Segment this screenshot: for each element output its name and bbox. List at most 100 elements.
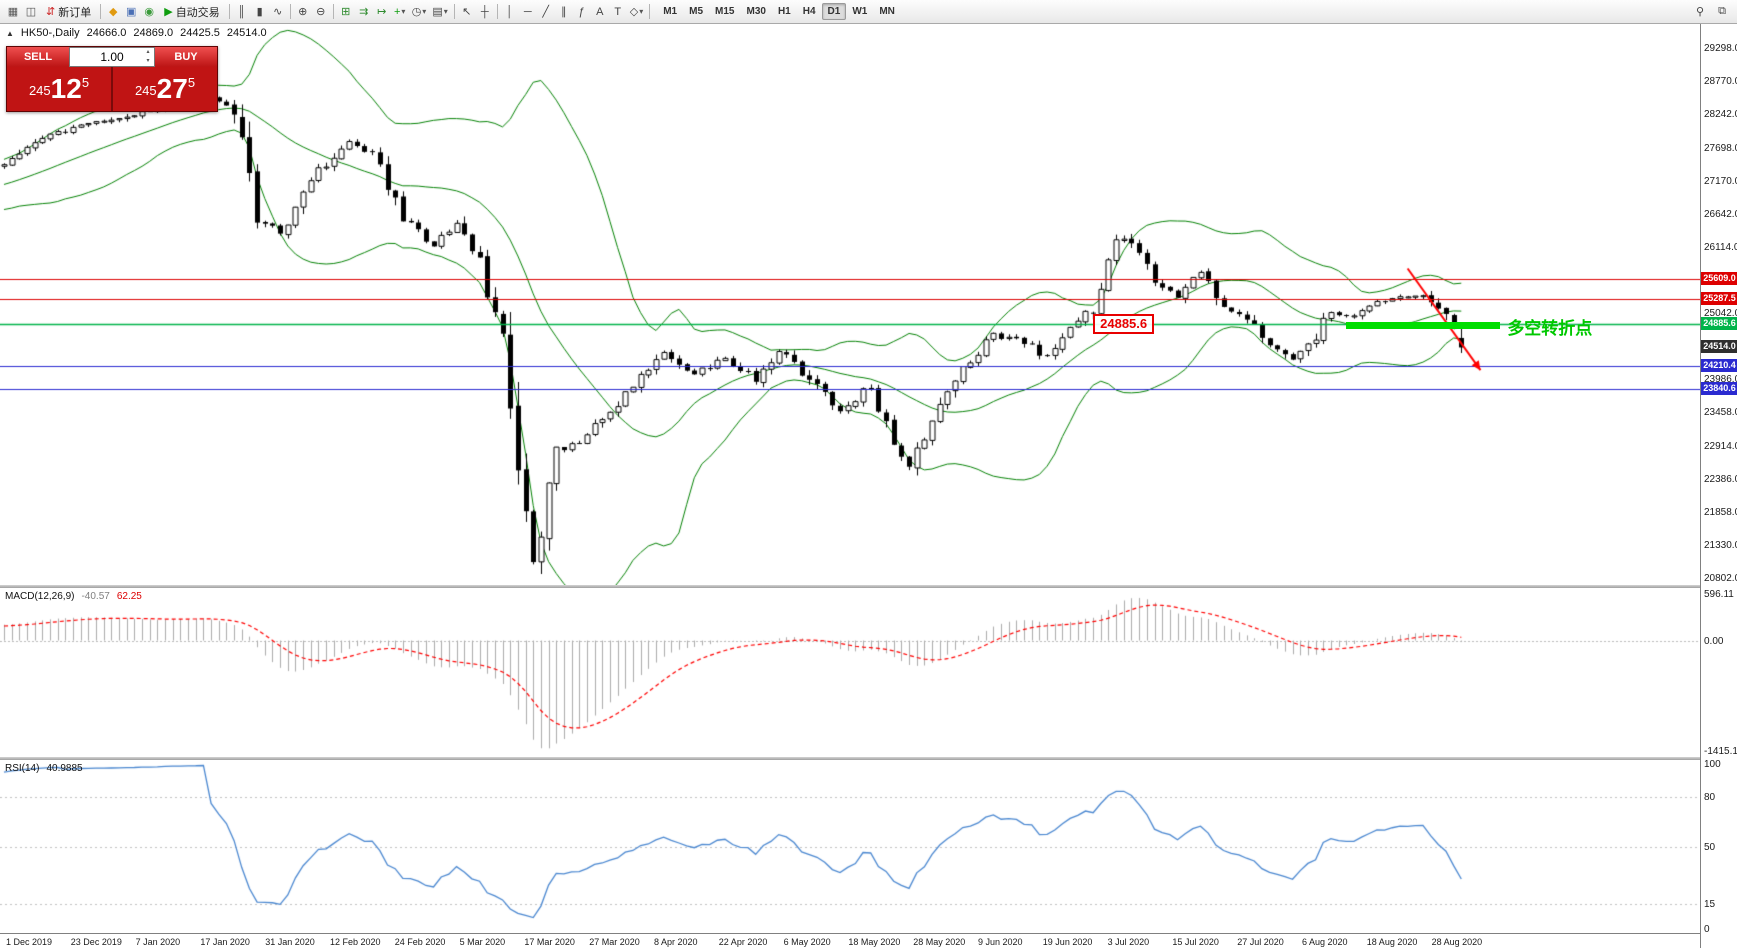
vertical-line-icon[interactable]: │	[501, 3, 519, 21]
buy-price[interactable]: 245 27 5	[113, 67, 217, 111]
time-axis-label: 6 May 2020	[783, 937, 831, 947]
time-axis-label: 18 May 2020	[848, 937, 901, 947]
timeframe-m15[interactable]: M15	[715, 6, 735, 17]
windows-icon[interactable]: ⧉	[1718, 4, 1726, 17]
new-chart-icon: ▦	[7, 6, 19, 18]
time-axis-label: 19 Jun 2020	[1042, 937, 1093, 947]
dropdown-caret-icon: ▾	[401, 7, 406, 16]
main-chart-canvas[interactable]	[0, 24, 1700, 585]
zoom-out-icon[interactable]: ⊖	[312, 3, 330, 21]
templates-button[interactable]: ▤ ▾	[429, 3, 450, 21]
text-icon: A	[596, 5, 604, 18]
time-axis-label: 9 Jun 2020	[978, 937, 1023, 947]
macd-panel-canvas[interactable]	[0, 588, 1700, 757]
price-axis[interactable]: 29298.0 28770.0 28242.0 27698.0 27170.0 26642…	[1700, 24, 1737, 948]
community-icon[interactable]: ◉	[140, 3, 158, 21]
new-chart-icon[interactable]: ▦	[4, 3, 22, 21]
templates-icon: ▤	[432, 6, 443, 18]
time-axis-label: 18 Aug 2020	[1366, 937, 1418, 947]
toolbar-separator	[496, 4, 498, 19]
autotrading-button[interactable]: ▶ 自动交易	[158, 3, 225, 21]
label-icon[interactable]: T	[609, 3, 627, 21]
sell-price-big: 12	[50, 73, 82, 104]
toolbar-separator	[453, 4, 455, 19]
timeframe-h4[interactable]: H4	[802, 6, 816, 17]
horizontal-line-icon[interactable]: ─	[519, 3, 537, 21]
timeframe-h1[interactable]: H1	[777, 6, 791, 17]
panel-separator[interactable]	[0, 757, 1737, 760]
new-order-icon: ⇵	[46, 6, 56, 18]
vertical-line-icon: │	[506, 5, 514, 18]
periods-button[interactable]: ◷ ▾	[409, 3, 430, 21]
volume-down-icon[interactable]: ▾	[146, 58, 150, 64]
volume-input[interactable]: 1.00 ▴ ▾	[69, 47, 155, 67]
toolbar-separator	[649, 4, 651, 19]
shapes-button[interactable]: ◇ ▾	[627, 3, 646, 21]
zoom-in-icon[interactable]: ⊕	[294, 3, 312, 21]
line-chart-icon[interactable]: ∿	[269, 3, 287, 21]
time-axis-label: 6 Aug 2020	[1302, 937, 1348, 947]
shapes-icon: ◇	[629, 6, 639, 18]
timeframe-w1[interactable]: W1	[852, 6, 868, 17]
sell-button[interactable]: SELL	[7, 47, 69, 67]
collapse-icon[interactable]: ▲	[6, 28, 14, 38]
tile-windows-icon: ⊞	[341, 6, 351, 18]
rsi-axis-label: 100	[1704, 759, 1721, 770]
candlestick-icon[interactable]: ▮	[251, 3, 269, 21]
cursor-icon[interactable]: ↖	[458, 3, 476, 21]
profiles-icon[interactable]: ◫	[22, 3, 40, 21]
macd-main-value: -40.57	[81, 591, 110, 602]
timeframe-m5[interactable]: M5	[689, 6, 704, 17]
time-axis-label: 8 Apr 2020	[654, 937, 698, 947]
time-axis-label: 3 Jul 2020	[1107, 937, 1150, 947]
buy-button[interactable]: BUY	[155, 47, 217, 67]
new-order-button-label: 新订单	[58, 6, 92, 19]
time-axis-label: 27 Jul 2020	[1237, 937, 1284, 947]
macd-axis-label: 0.00	[1704, 635, 1724, 647]
crosshair-icon[interactable]: ┼	[476, 3, 494, 21]
fibonacci-icon[interactable]: ƒ	[573, 3, 591, 21]
time-axis-label: 24 Feb 2020	[394, 937, 446, 947]
channel-icon[interactable]: ∥	[555, 3, 573, 21]
trendline-icon[interactable]: ╱	[537, 3, 555, 21]
chart-shift-icon[interactable]: ↦	[373, 3, 391, 21]
text-icon[interactable]: A	[591, 3, 609, 21]
tile-windows-icon[interactable]: ⊞	[337, 3, 355, 21]
current-price-badge: 24514.0	[1701, 340, 1737, 354]
timeframe-m1[interactable]: M1	[663, 6, 678, 17]
toolbar-separator	[289, 4, 291, 19]
price-axis-label: 20802.0	[1704, 573, 1737, 584]
open-value: 24666.0	[86, 27, 127, 39]
search-icon[interactable]: ⚲	[1695, 5, 1705, 18]
turning-point-label[interactable]: 多空转折点	[1507, 319, 1593, 339]
rsi-panel-canvas[interactable]	[0, 760, 1700, 933]
timeframe-mn[interactable]: MN	[879, 6, 895, 17]
rsi-indicator-label: RSI(14) 40.9885	[5, 763, 83, 774]
profiles-icon: ◫	[25, 6, 37, 18]
price-axis-label: 27698.0	[1704, 142, 1737, 154]
time-axis[interactable]: 1 Dec 2019 23 Dec 2019 7 Jan 2020 17 Jan 20…	[0, 933, 1700, 948]
price-axis-label: 23458.0	[1704, 407, 1737, 419]
price-flag-annotation[interactable]: 24885.6	[1093, 314, 1155, 335]
rsi-axis-label: 0	[1704, 924, 1710, 935]
toolbar-separator	[332, 4, 334, 19]
market-icon[interactable]: ◆	[104, 3, 122, 21]
volume-up-icon[interactable]: ▴	[146, 49, 150, 55]
buy-price-prefix: 245	[134, 83, 157, 98]
terminal-icon[interactable]: ▣	[122, 3, 140, 21]
new-order-button[interactable]: ⇵ 新订单	[40, 3, 97, 21]
time-axis-label: 7 Jan 2020	[135, 937, 181, 947]
panel-separator[interactable]	[0, 585, 1737, 588]
timeframe-m30[interactable]: M30	[746, 6, 766, 17]
time-axis-label: 1 Dec 2019	[6, 937, 53, 947]
autoscroll-icon[interactable]: ⇉	[355, 3, 373, 21]
indicators-icon: +	[393, 5, 401, 18]
bar-chart-icon[interactable]: ║	[233, 3, 251, 21]
fibonacci-icon: ƒ	[578, 5, 585, 18]
sell-price[interactable]: 245 12 5	[7, 67, 113, 111]
timeframe-d1[interactable]: D1	[821, 3, 847, 20]
time-axis-label: 28 Aug 2020	[1431, 937, 1483, 947]
turning-point-highlight-line[interactable]	[1346, 322, 1500, 330]
indicators-button[interactable]: + ▾	[391, 3, 409, 21]
terminal-icon: ▣	[126, 6, 137, 18]
